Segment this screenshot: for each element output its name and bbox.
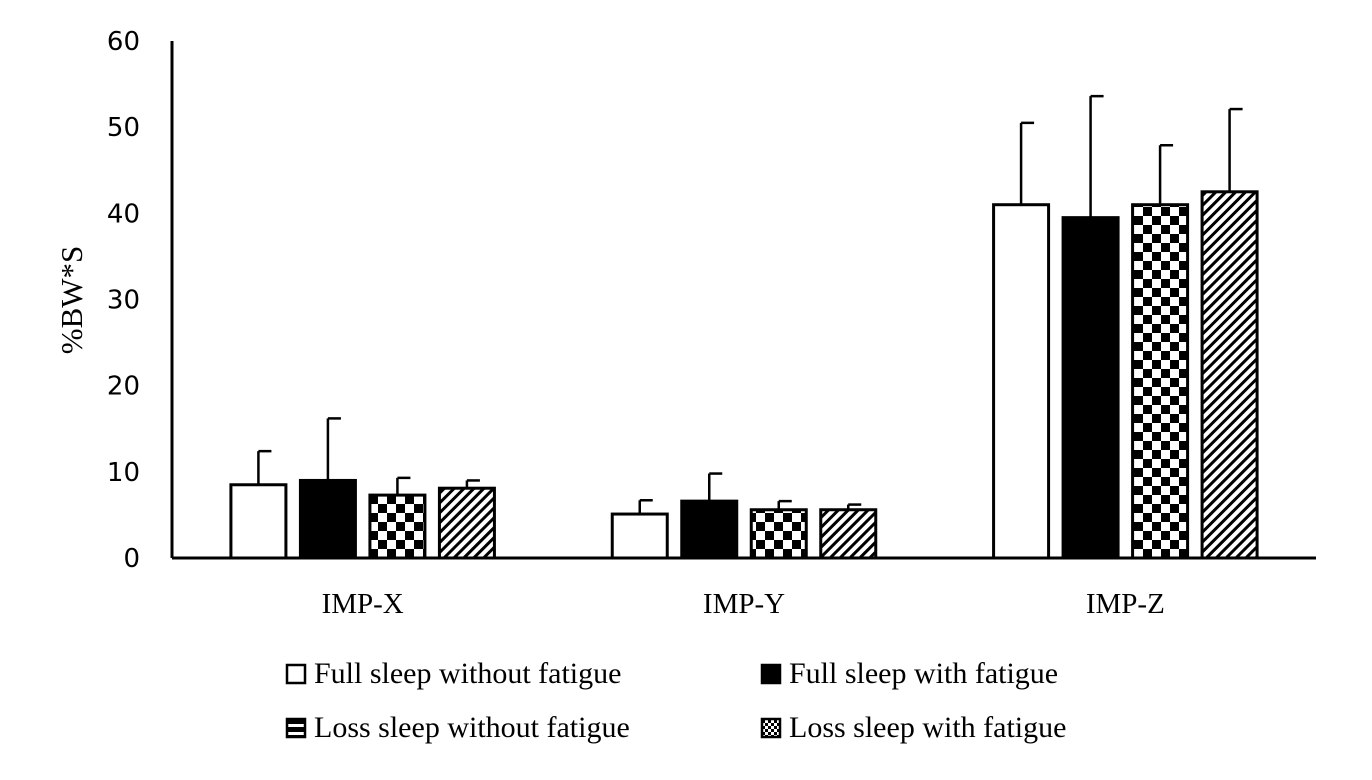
bar bbox=[1131, 203, 1190, 560]
legend-swatch bbox=[285, 663, 307, 685]
y-tick-label: 20 bbox=[107, 372, 140, 402]
legend-label: Loss sleep with fatigue bbox=[789, 711, 1066, 744]
bar bbox=[229, 483, 288, 560]
x-tick-label: IMP-Y bbox=[703, 588, 785, 620]
bars-group bbox=[229, 190, 1259, 560]
y-tick-label: 50 bbox=[107, 113, 140, 143]
legend-swatch bbox=[285, 717, 307, 739]
legend-label: Loss sleep without fatigue bbox=[314, 711, 630, 744]
legend-swatch bbox=[760, 717, 782, 739]
y-tick-label: 30 bbox=[107, 286, 140, 316]
bar bbox=[992, 203, 1051, 560]
x-tick-label: IMP-X bbox=[322, 588, 404, 620]
bar bbox=[749, 508, 808, 560]
legend-label: Full sleep without fatigue bbox=[314, 657, 621, 690]
legend-label: Full sleep with fatigue bbox=[789, 657, 1058, 690]
legend-swatch bbox=[760, 663, 782, 685]
x-tick-label: IMP-Z bbox=[1086, 588, 1165, 620]
y-tick-label: 60 bbox=[107, 27, 140, 57]
category-labels: IMP-X IMP-Y IMP-Z bbox=[322, 588, 1165, 620]
bar bbox=[610, 512, 669, 560]
bar bbox=[298, 478, 357, 560]
y-ticks: 0 10 20 30 40 50 60 bbox=[107, 27, 140, 574]
y-axis-label: %BW*S bbox=[54, 246, 89, 355]
bar bbox=[819, 508, 878, 560]
legend: Full sleep without fatigue Full sleep wit… bbox=[285, 657, 1066, 744]
error-bars-group bbox=[257, 94, 1243, 515]
y-tick-label: 40 bbox=[107, 199, 140, 229]
bar bbox=[1061, 216, 1120, 560]
bar bbox=[680, 499, 739, 560]
y-tick-label: 0 bbox=[123, 544, 140, 574]
bar bbox=[437, 486, 496, 560]
bar bbox=[368, 493, 427, 560]
bar bbox=[1200, 190, 1259, 560]
y-tick-label: 10 bbox=[107, 458, 140, 488]
